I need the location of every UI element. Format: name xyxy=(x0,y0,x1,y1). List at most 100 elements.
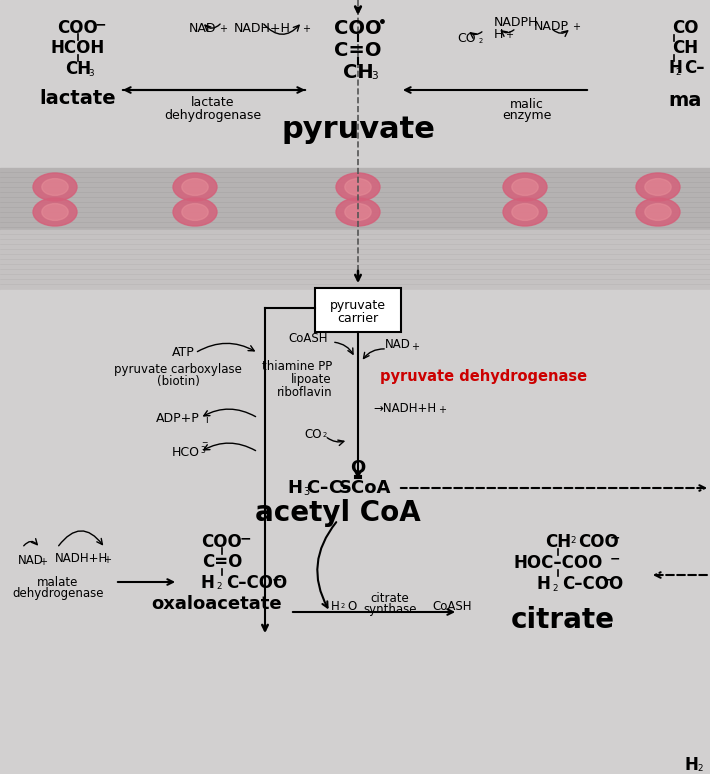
Text: –: – xyxy=(319,479,327,497)
Text: −: − xyxy=(272,574,283,587)
Text: C: C xyxy=(328,479,342,497)
Text: carrier: carrier xyxy=(337,311,378,324)
Text: thiamine PP: thiamine PP xyxy=(262,359,332,372)
Text: HOC–COO: HOC–COO xyxy=(513,554,603,572)
Text: synthase: synthase xyxy=(364,602,417,615)
Bar xyxy=(0,290,710,774)
Bar xyxy=(315,288,401,332)
Text: lactate: lactate xyxy=(40,88,116,108)
Text: C–: C– xyxy=(684,59,704,77)
Text: NAD: NAD xyxy=(188,22,216,35)
Text: −: − xyxy=(240,531,251,545)
Text: NADH+H: NADH+H xyxy=(55,552,108,564)
Text: acetyl CoA: acetyl CoA xyxy=(255,499,421,527)
Text: +: + xyxy=(39,557,47,567)
Text: –: – xyxy=(341,479,349,497)
Text: lactate: lactate xyxy=(191,97,235,109)
Ellipse shape xyxy=(636,198,680,226)
Text: →NADH+H: →NADH+H xyxy=(373,402,436,415)
Ellipse shape xyxy=(512,204,538,221)
Text: +: + xyxy=(505,30,513,40)
Ellipse shape xyxy=(336,198,380,226)
Text: CoASH: CoASH xyxy=(288,331,328,344)
Bar xyxy=(0,230,710,290)
Text: H: H xyxy=(685,756,699,774)
Ellipse shape xyxy=(182,179,208,195)
Text: pyruvate carboxylase: pyruvate carboxylase xyxy=(114,364,242,376)
Text: CH: CH xyxy=(343,63,373,81)
Text: CH: CH xyxy=(672,39,698,57)
Text: CoASH: CoASH xyxy=(432,600,471,612)
Text: C–COO: C–COO xyxy=(562,575,623,593)
Ellipse shape xyxy=(173,198,217,226)
Text: −: − xyxy=(610,532,621,544)
Text: $_2$: $_2$ xyxy=(570,533,577,546)
Text: H: H xyxy=(493,28,503,40)
Text: H: H xyxy=(288,479,302,497)
Text: +: + xyxy=(302,24,310,34)
Bar xyxy=(0,168,710,230)
Text: C: C xyxy=(307,479,320,497)
Text: SCoA: SCoA xyxy=(339,479,391,497)
Text: −: − xyxy=(610,553,621,566)
Text: $_2$: $_2$ xyxy=(340,601,346,611)
Text: ADP+P: ADP+P xyxy=(156,412,200,424)
Ellipse shape xyxy=(645,204,671,221)
Text: COO: COO xyxy=(58,19,99,37)
Text: $_2$: $_2$ xyxy=(697,762,704,774)
Ellipse shape xyxy=(345,179,371,195)
Text: malate: malate xyxy=(38,576,79,588)
Text: NADP: NADP xyxy=(533,19,569,33)
Text: +: + xyxy=(572,22,580,32)
Ellipse shape xyxy=(503,198,547,226)
Text: i: i xyxy=(205,415,208,425)
Ellipse shape xyxy=(42,179,68,195)
Text: dehydrogenase: dehydrogenase xyxy=(12,587,104,601)
Text: −: − xyxy=(603,574,613,587)
Text: dehydrogenase: dehydrogenase xyxy=(165,108,261,122)
Text: $_2$: $_2$ xyxy=(552,580,559,594)
Text: oxaloacetate: oxaloacetate xyxy=(152,595,283,613)
Text: +: + xyxy=(411,342,419,352)
Text: COO: COO xyxy=(202,533,242,551)
Text: C–COO: C–COO xyxy=(226,574,288,592)
Text: riboflavin: riboflavin xyxy=(276,385,332,399)
Ellipse shape xyxy=(33,173,77,201)
Ellipse shape xyxy=(636,173,680,201)
Text: CO: CO xyxy=(672,19,699,37)
Ellipse shape xyxy=(173,173,217,201)
Text: $_3$: $_3$ xyxy=(88,66,95,78)
Text: (biotin): (biotin) xyxy=(157,375,200,389)
Text: +: + xyxy=(103,555,111,565)
Text: CH: CH xyxy=(65,60,91,78)
Text: $_2$: $_2$ xyxy=(675,64,682,77)
Text: C=O: C=O xyxy=(202,553,242,571)
Text: NADH+H: NADH+H xyxy=(234,22,290,35)
Text: H: H xyxy=(332,600,340,612)
Text: COO: COO xyxy=(578,533,618,551)
Text: pyruvate: pyruvate xyxy=(281,115,435,145)
Text: pyruvate dehydrogenase: pyruvate dehydrogenase xyxy=(380,368,587,383)
Text: CH: CH xyxy=(545,533,571,551)
Text: NADPH: NADPH xyxy=(494,15,538,29)
Text: $_2$: $_2$ xyxy=(216,580,223,593)
Text: H: H xyxy=(200,574,214,592)
Text: $_2$: $_2$ xyxy=(478,36,484,46)
Text: NAD: NAD xyxy=(18,553,44,567)
Text: H: H xyxy=(668,59,682,77)
Text: CO: CO xyxy=(305,429,322,441)
Text: CO: CO xyxy=(458,32,476,44)
Text: malic: malic xyxy=(510,98,544,111)
Text: O: O xyxy=(347,600,356,612)
Text: •: • xyxy=(378,16,387,30)
Text: ma: ma xyxy=(668,91,701,109)
Text: ATP: ATP xyxy=(173,347,195,359)
Ellipse shape xyxy=(512,179,538,195)
Ellipse shape xyxy=(645,179,671,195)
Text: citrate: citrate xyxy=(511,606,615,634)
Ellipse shape xyxy=(42,204,68,221)
Text: enzyme: enzyme xyxy=(502,109,552,122)
Text: citrate: citrate xyxy=(371,591,410,604)
Text: $_3$: $_3$ xyxy=(303,484,310,498)
Text: COO: COO xyxy=(334,19,382,37)
